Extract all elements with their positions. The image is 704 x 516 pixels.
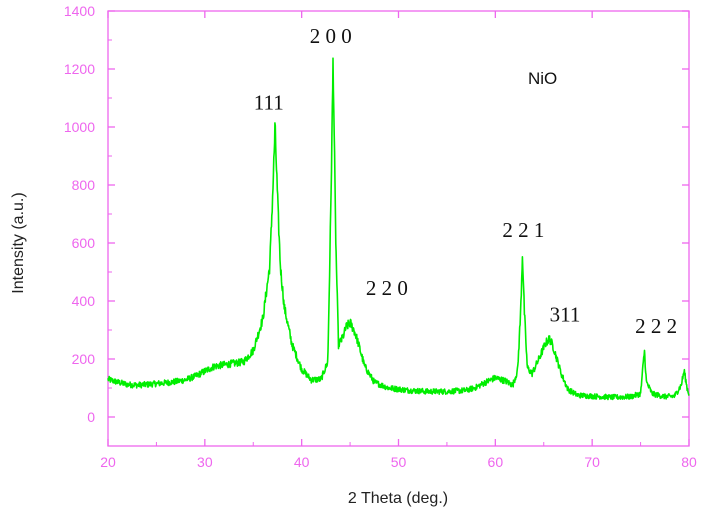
x-tick-label: 20 bbox=[100, 454, 116, 470]
x-axis-title: 2 Theta (deg.) bbox=[348, 490, 448, 507]
y-axis-title: Intensity (a.u.) bbox=[10, 192, 27, 293]
y-tick-label: 1000 bbox=[64, 119, 95, 135]
x-tick-label: 40 bbox=[294, 454, 310, 470]
y-tick-label: 200 bbox=[72, 351, 96, 367]
y-tick-label: 0 bbox=[87, 409, 95, 425]
legend-label: NiO bbox=[528, 69, 557, 88]
axes bbox=[107, 10, 690, 447]
peak-label: 311 bbox=[550, 302, 581, 326]
annotations: 111 2 0 0 2 2 0 2 2 1 311 2 2 2 bbox=[254, 24, 677, 338]
peak-label: 111 bbox=[254, 91, 284, 115]
x-tick-label: 70 bbox=[584, 454, 600, 470]
y-tick-label: 800 bbox=[72, 177, 96, 193]
peak-label: 2 2 1 bbox=[502, 218, 544, 242]
y-tick-label: 1200 bbox=[64, 61, 95, 77]
peak-label: 2 2 0 bbox=[366, 276, 408, 300]
x-tick-label: 60 bbox=[488, 454, 504, 470]
series-line-nio bbox=[107, 57, 690, 401]
peak-label: 2 2 2 bbox=[635, 314, 677, 338]
y-tick-label: 1400 bbox=[64, 3, 95, 19]
plot-frame bbox=[107, 10, 690, 447]
series bbox=[107, 57, 690, 401]
y-tick-label: 600 bbox=[72, 235, 96, 251]
y-tick-label: 400 bbox=[72, 293, 96, 309]
peak-label: 2 0 0 bbox=[310, 24, 352, 48]
x-tick-label: 50 bbox=[391, 454, 407, 470]
x-tick-label: 30 bbox=[197, 454, 213, 470]
x-tick-label: 80 bbox=[681, 454, 697, 470]
